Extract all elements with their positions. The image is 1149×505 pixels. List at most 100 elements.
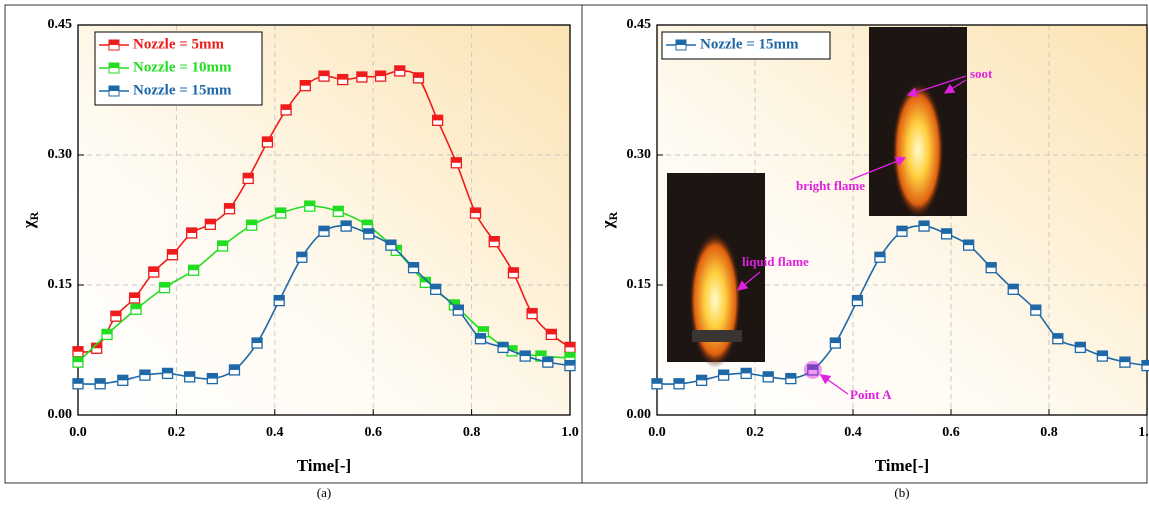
marker-fill (117, 375, 128, 381)
legend-label: Nozzle = 5mm (133, 36, 225, 52)
annotation-arrow (943, 79, 967, 94)
marker-fill (319, 226, 329, 232)
marker (363, 228, 375, 240)
y-axis-symbol: χ (19, 220, 38, 229)
marker-fill (333, 206, 344, 212)
marker-fill (356, 72, 367, 77)
marker (273, 294, 285, 307)
y-axis-subscript: R (606, 211, 620, 220)
x-tick-label: 0.6 (364, 425, 382, 440)
marker-fill (341, 221, 352, 227)
x-tick-label: 0.6 (942, 425, 960, 440)
marker-fill (243, 173, 254, 179)
y-tick-label: 0.00 (48, 407, 73, 422)
marker-fill (852, 295, 863, 301)
marker (161, 367, 174, 380)
marker (432, 114, 444, 126)
marker-fill (159, 282, 170, 288)
marker (251, 337, 263, 349)
annotation-arrow (849, 156, 907, 181)
marker-fill (186, 228, 197, 233)
marker (762, 371, 774, 383)
marker-fill (337, 74, 348, 80)
y-tick-label: 0.30 (48, 147, 73, 162)
marker-fill (919, 221, 930, 227)
y-tick-label: 0.15 (627, 277, 652, 292)
marker (896, 225, 908, 237)
marker-fill (963, 240, 974, 246)
marker-fill (102, 329, 113, 335)
marker-fill (489, 236, 500, 242)
marker (296, 251, 308, 263)
marker (223, 203, 236, 215)
marker (564, 341, 576, 354)
marker (385, 239, 397, 251)
y-tick-label: 0.45 (627, 17, 652, 32)
x-tick-label: 1.0 (1138, 425, 1149, 440)
marker-fill (184, 371, 195, 377)
marker (497, 341, 509, 354)
x-tick-label: 0.4 (844, 425, 862, 440)
y-tick-label: 0.00 (627, 407, 652, 422)
marker (242, 172, 254, 185)
marker-fill (508, 267, 519, 273)
marker-fill (897, 226, 907, 232)
x-tick-label: 0.0 (69, 425, 87, 440)
marker-fill (432, 115, 443, 121)
marker-fill (535, 351, 546, 357)
marker (318, 225, 330, 237)
marker-fill (449, 299, 460, 305)
legend-label: Nozzle = 15mm (700, 36, 799, 52)
marker-fill (73, 357, 83, 363)
marker (228, 364, 241, 376)
marker-fill (478, 326, 489, 332)
marker-fill (229, 364, 240, 370)
marker (1096, 350, 1109, 362)
marker-fill (246, 220, 257, 226)
highlight (803, 360, 822, 379)
marker (166, 249, 179, 261)
caption: (a) (317, 485, 331, 500)
marker (519, 350, 531, 362)
legend-marker-fill (676, 40, 686, 45)
marker (1141, 359, 1149, 372)
marker-fill (941, 228, 952, 234)
marker (545, 328, 557, 341)
marker-fill (1097, 351, 1108, 357)
marker (450, 157, 462, 169)
marker-fill (506, 345, 517, 351)
x-axis-label: Time[-] (875, 456, 929, 475)
marker-fill (205, 219, 216, 225)
marker (280, 104, 292, 116)
marker (807, 364, 819, 376)
legend-marker-fill (109, 86, 119, 91)
marker-fill (546, 329, 557, 335)
x-tick-label: 0.0 (648, 425, 666, 440)
marker-fill (453, 305, 464, 311)
annotation: bright flame (796, 178, 865, 193)
marker-fill (652, 378, 662, 384)
x-tick-label: 0.8 (463, 425, 481, 440)
marker-fill (527, 308, 538, 314)
marker (130, 303, 142, 315)
marker-fill (262, 137, 273, 142)
marker (1119, 356, 1131, 368)
marker-fill (207, 373, 218, 379)
marker-fill (296, 252, 307, 258)
marker (412, 72, 425, 84)
marker-fill (674, 378, 685, 384)
marker-fill (129, 293, 140, 298)
marker (340, 220, 352, 232)
marker-fill (304, 201, 315, 207)
marker (332, 205, 344, 217)
marker-fill (1142, 360, 1149, 366)
marker (186, 227, 198, 239)
marker-fill (520, 351, 531, 357)
marker-fill (565, 342, 575, 348)
flame (892, 81, 944, 219)
marker (206, 372, 218, 385)
marker (94, 378, 106, 390)
annotation-arrow (819, 374, 849, 395)
marker (962, 239, 975, 251)
